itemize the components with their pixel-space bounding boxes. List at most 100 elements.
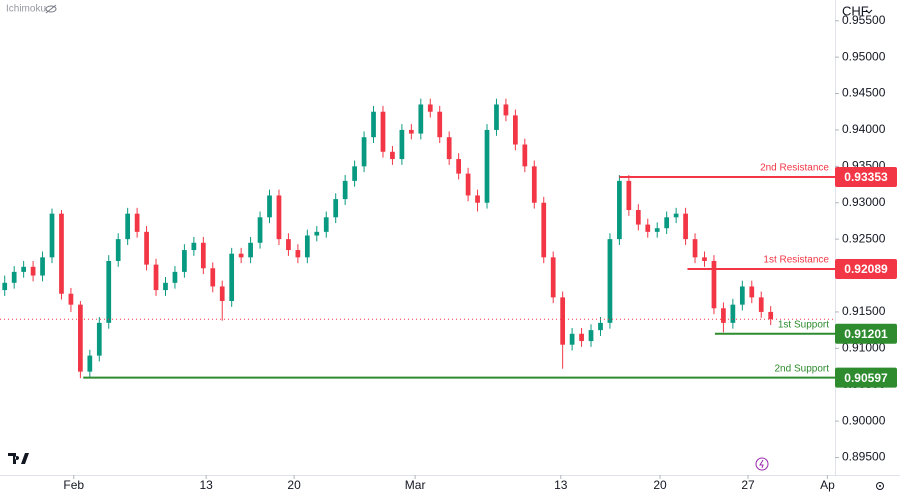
candle-body	[418, 104, 424, 134]
candle-body	[758, 297, 764, 312]
currency-label[interactable]: CHF	[842, 3, 869, 18]
y-tick-label: 0.89500	[842, 450, 886, 464]
candle-body	[333, 199, 339, 218]
candle-body	[40, 257, 45, 276]
level-price-label: 0.92089	[844, 262, 888, 276]
candle-body	[598, 322, 603, 331]
x-tick-label: Ap	[820, 478, 835, 492]
candle-body	[522, 144, 528, 167]
x-tick-label: 27	[741, 478, 755, 492]
candle-body	[163, 282, 168, 291]
level-price-box	[835, 167, 897, 188]
candle-body	[768, 311, 774, 320]
candle-body	[626, 180, 632, 211]
y-tick-label: 0.95500	[842, 13, 886, 27]
currency-dropdown[interactable]	[865, 9, 873, 14]
level-price-label: 0.90597	[844, 371, 888, 385]
eye-icon[interactable]	[45, 4, 57, 14]
candle-body	[276, 195, 282, 240]
candle-body	[408, 129, 414, 134]
candle-body	[711, 260, 717, 309]
candle-body	[531, 166, 537, 203]
x-tick-label: 13	[554, 478, 568, 492]
candle-body	[550, 257, 556, 298]
candle-body	[49, 213, 55, 258]
level-price-label: 0.91201	[844, 327, 888, 341]
candle-body	[541, 202, 547, 258]
candle-body	[304, 235, 310, 258]
candle-body	[560, 297, 566, 345]
candle-body	[68, 293, 74, 305]
candle-body	[503, 104, 509, 116]
candle-body	[323, 217, 329, 232]
candle-body	[144, 231, 149, 265]
level-price-label: 0.93353	[844, 170, 888, 184]
candle-body	[456, 159, 461, 174]
candle-body	[267, 195, 272, 218]
candle-body	[21, 266, 27, 272]
candle-body	[702, 257, 707, 261]
candle-body	[182, 250, 187, 272]
candle-body	[607, 239, 613, 323]
x-tick-label: 20	[653, 478, 667, 492]
level-name: 1st Resistance	[763, 255, 829, 266]
candle-body	[219, 286, 225, 302]
candle-body	[295, 250, 301, 258]
candle-body	[721, 308, 726, 323]
candle-body	[484, 129, 490, 203]
candle-body	[380, 111, 386, 152]
tradingview-logo	[8, 453, 29, 464]
y-tick-label: 0.90000	[842, 413, 886, 427]
candle-body	[134, 213, 140, 232]
candle-body	[314, 231, 320, 236]
level-price-box	[835, 323, 897, 344]
y-tick-label: 0.94500	[842, 86, 886, 100]
level-price-box	[835, 259, 897, 280]
candle-body	[361, 137, 367, 167]
x-tick-label: Feb	[63, 478, 84, 492]
candle-body	[87, 355, 93, 372]
candle-body	[11, 271, 17, 283]
candle-body	[579, 333, 584, 342]
candle-body	[692, 239, 698, 258]
candle-body	[106, 260, 112, 323]
level-price-box	[835, 367, 897, 388]
candle-body	[200, 242, 206, 269]
candle-body	[191, 242, 197, 251]
candle-body	[749, 286, 755, 298]
candle-body	[569, 333, 575, 345]
y-tick-label: 0.93000	[842, 195, 886, 209]
candle-body	[248, 242, 253, 258]
level-name: 1st Support	[778, 319, 829, 330]
x-tick-label: 13	[199, 478, 213, 492]
candle-body	[427, 104, 433, 112]
y-tick-label: 0.91000	[842, 341, 886, 355]
candle-body	[673, 213, 679, 218]
candle-body	[446, 137, 452, 160]
candle-body	[238, 253, 244, 258]
indicator-label: Ichimoku	[6, 4, 46, 15]
candle-body	[588, 330, 594, 342]
candle-body	[399, 129, 405, 160]
candle-body	[153, 264, 159, 291]
lightning-bolt	[759, 459, 764, 469]
x-tick-label: Mar	[405, 478, 426, 492]
candle-body	[617, 180, 622, 240]
candle-body	[465, 173, 471, 196]
candle-body	[664, 217, 670, 229]
candle-body	[390, 151, 395, 160]
level-name: 2nd Resistance	[760, 163, 829, 174]
candle-body	[494, 104, 499, 130]
candle-body	[286, 239, 291, 251]
candle-body	[229, 253, 235, 302]
candle-body	[342, 180, 348, 200]
candle-body	[172, 271, 178, 283]
candle-body	[371, 111, 376, 138]
candle-body	[96, 322, 102, 356]
y-tick-label: 0.91500	[842, 304, 886, 318]
lightning-icon[interactable]	[755, 457, 769, 471]
settings-icon[interactable]	[876, 482, 884, 490]
candle-body	[78, 304, 83, 372]
